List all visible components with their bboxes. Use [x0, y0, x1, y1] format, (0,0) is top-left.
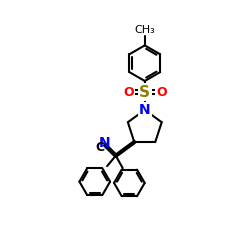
Text: S: S: [139, 84, 150, 100]
Text: C: C: [96, 141, 104, 154]
Text: O: O: [156, 86, 167, 98]
Text: N: N: [99, 136, 111, 150]
Text: CH₃: CH₃: [134, 25, 155, 35]
Text: O: O: [123, 86, 134, 98]
Text: S: S: [139, 84, 150, 100]
Text: N: N: [139, 103, 150, 117]
Text: O: O: [123, 86, 134, 98]
Text: O: O: [156, 86, 167, 98]
Text: N: N: [139, 103, 150, 117]
